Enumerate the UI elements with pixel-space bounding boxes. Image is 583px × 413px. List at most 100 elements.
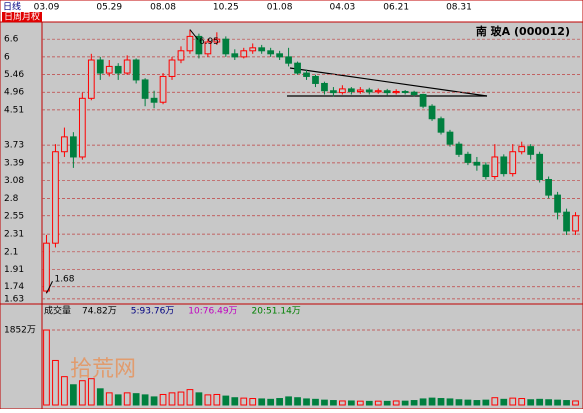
candle-body: [339, 88, 346, 94]
volume-name: 成交量: [44, 305, 71, 317]
volume-bar: [536, 398, 544, 406]
candle-body: [285, 56, 292, 64]
candle-body: [52, 151, 59, 244]
volume-bar: [482, 399, 490, 406]
candle-body: [303, 72, 310, 77]
candle-body: [312, 75, 319, 84]
volume-bar: [563, 400, 570, 406]
volume-bar: [249, 398, 257, 406]
volume-bar: [231, 397, 239, 406]
y-tick-label: 4.51: [4, 105, 24, 115]
volume-bar: [419, 398, 427, 406]
x-tick-label: 05.29: [96, 3, 122, 13]
volume-bar: [258, 398, 266, 406]
max-label: 6.95: [199, 37, 219, 47]
volume-bar: [78, 380, 86, 406]
candle-body: [428, 105, 436, 120]
candle-body: [321, 82, 328, 92]
candle-body: [276, 53, 283, 58]
x-tick-label: 01.08: [267, 3, 293, 13]
candle-body: [43, 242, 50, 292]
volume-bar: [96, 388, 104, 406]
candle-body: [500, 156, 508, 175]
candle-body: [96, 59, 104, 74]
y-tick-label: 1.74: [4, 282, 24, 292]
volume-bar: [383, 400, 391, 406]
candle-body: [446, 131, 454, 145]
candle-body: [204, 41, 212, 55]
volume-bar: [339, 400, 346, 406]
candle-body: [87, 59, 95, 99]
candle-body: [527, 146, 535, 155]
volume-bar: [509, 397, 517, 406]
candle-body: [231, 53, 239, 58]
volume-bar: [195, 392, 203, 406]
y-tick-label: 2.8: [4, 194, 19, 204]
y-tick-label: 1.91: [4, 265, 24, 275]
annotation-arrow: [189, 29, 199, 40]
volume-legend: 5:93.76万: [131, 307, 175, 317]
volume-legend: 10:76.49万: [188, 307, 237, 317]
candle-body: [383, 90, 391, 94]
candle-body: [518, 146, 526, 153]
volume-bar: [267, 398, 275, 406]
candle-body: [258, 47, 266, 52]
y-tick-label: 6.6: [4, 35, 19, 45]
volume-bar: [132, 393, 140, 406]
candle-body: [572, 215, 579, 232]
volume-bar: [61, 376, 68, 406]
annotation-arrow: [46, 281, 53, 294]
candle-body: [356, 89, 364, 92]
x-tick-label: 10.25: [213, 3, 239, 13]
volume-bar: [276, 398, 283, 406]
y-tick-label: 2.55: [4, 211, 24, 221]
volume-bar: [204, 394, 212, 406]
volume-bar: [240, 397, 248, 406]
candle-body: [482, 164, 490, 178]
candle-body: [114, 65, 122, 74]
volume-bar: [446, 398, 454, 406]
period-buttons-box[interactable]: [2, 12, 42, 22]
volume-bar: [455, 399, 463, 406]
candle-body: [61, 136, 68, 153]
period-buttons[interactable]: 日周月权: [4, 11, 40, 23]
chart-title: 南 玻A (000012): [476, 24, 570, 38]
volume-bar: [347, 400, 355, 406]
volume-bar: [52, 359, 59, 406]
candle-body: [123, 59, 131, 74]
y-tick-label: 4.96: [4, 88, 24, 98]
candle-body: [563, 211, 570, 232]
volume-bar: [437, 398, 445, 406]
candle-body: [410, 91, 418, 95]
candle-body: [365, 89, 373, 93]
volume-legend: 20:51.14万: [252, 307, 301, 317]
candle-body: [554, 194, 561, 213]
x-tick-label: 08.08: [150, 3, 176, 13]
x-tick-label: 08.31: [446, 3, 472, 13]
candle-body: [536, 153, 544, 180]
volume-bar: [294, 397, 301, 406]
candle-body: [70, 136, 77, 158]
volume-bar: [303, 398, 310, 406]
volume-bar: [473, 400, 481, 406]
y-tick-label: 3.08: [4, 176, 24, 186]
y-tick-label: 6: [4, 52, 10, 62]
y-tick-label: 1.63: [4, 294, 24, 304]
volume-bar: [186, 389, 194, 406]
candle-body: [545, 178, 552, 196]
y-tick-label: 1852万: [4, 326, 36, 336]
y-tick-label: 2.1: [4, 247, 18, 257]
candle-body: [186, 35, 194, 52]
volume-bar: [356, 400, 364, 406]
candle-body: [509, 151, 517, 175]
volume-bar: [554, 399, 561, 406]
candle-body: [347, 88, 355, 92]
candle-body: [401, 90, 409, 93]
volume-bar: [312, 398, 319, 406]
period-label: 日线: [3, 1, 21, 13]
volume-bar: [213, 393, 221, 406]
volume-legend: 74.82万: [82, 307, 117, 317]
candle-body: [267, 50, 275, 55]
candle-body: [159, 75, 167, 103]
